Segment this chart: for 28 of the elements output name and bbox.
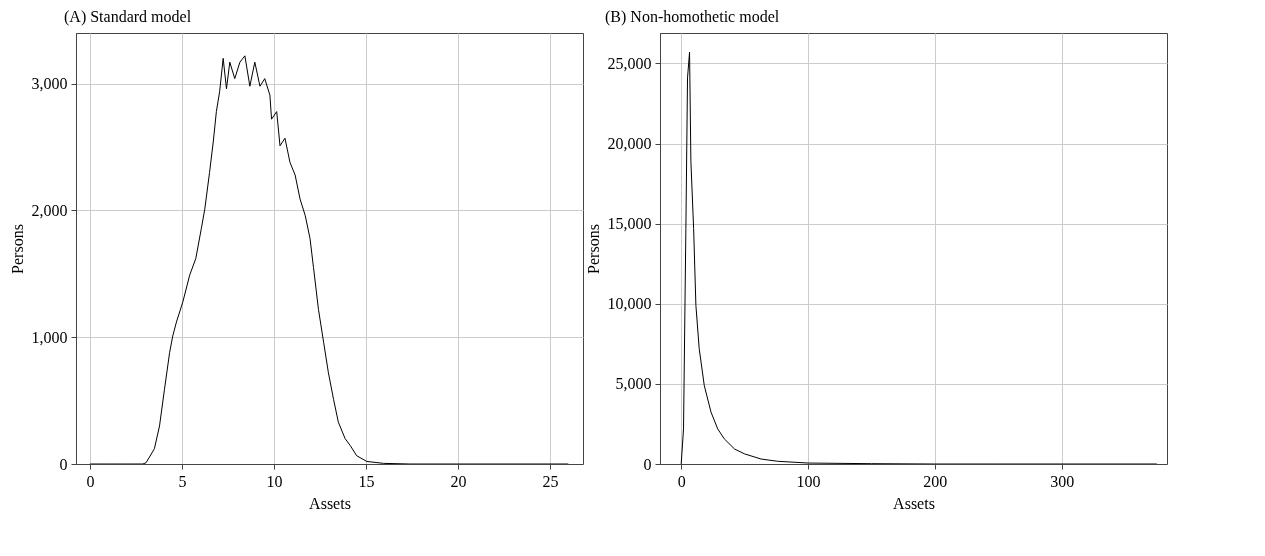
x-tick-label: 25 [542,472,559,490]
x-tick-label: 300 [1050,472,1075,490]
y-tick-label: 0 [59,455,68,473]
y-tick-label: 20,000 [607,135,652,153]
x-tick-label: 200 [923,472,948,490]
x-tick-label: 0 [86,472,95,490]
x-tick-label: 15 [358,472,375,490]
y-axis-title: Persons [584,224,602,274]
x-axis-title: Assets [893,494,935,512]
chart-title: (B) Non-homothetic model [605,8,780,26]
x-tick-label: 10 [266,472,283,490]
x-tick-label: 20 [450,472,467,490]
line-series [680,51,1158,464]
y-tick-label: 15,000 [607,215,652,233]
line-series [89,55,569,464]
x-axis-title: Assets [309,494,351,512]
x-tick-label: 0 [677,472,686,490]
y-tick-label: 5,000 [615,375,652,393]
chart-title: (A) Standard model [64,8,192,26]
y-tick-label: 10,000 [607,295,652,313]
y-tick-label: 2,000 [31,201,68,219]
y-tick-label: 0 [643,455,652,473]
x-tick-label: 5 [178,472,187,490]
y-tick-label: 3,000 [31,75,68,93]
x-tick-label: 100 [796,472,821,490]
y-axis-title: Persons [8,224,26,274]
y-tick-label: 1,000 [31,328,68,346]
y-tick-label: 25,000 [607,54,652,72]
